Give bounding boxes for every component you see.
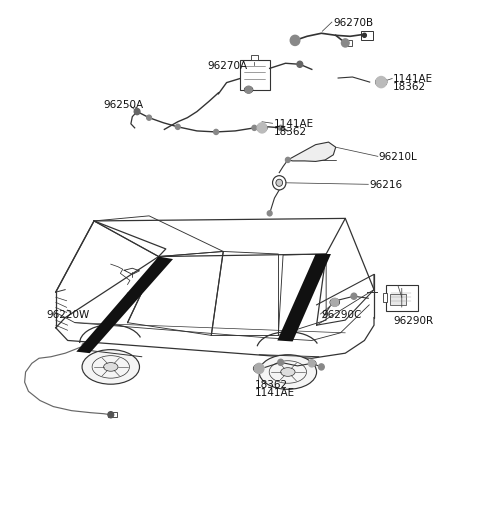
Circle shape <box>175 125 180 130</box>
Circle shape <box>82 344 87 348</box>
Circle shape <box>273 176 286 190</box>
Circle shape <box>267 211 272 216</box>
Bar <box>108 412 117 417</box>
Circle shape <box>278 126 283 131</box>
Text: 18362: 18362 <box>393 81 426 92</box>
Ellipse shape <box>253 364 265 373</box>
Circle shape <box>108 412 114 418</box>
Text: 1141AE: 1141AE <box>254 387 295 398</box>
Circle shape <box>286 158 290 163</box>
Text: 96250A: 96250A <box>104 100 144 110</box>
Ellipse shape <box>244 87 253 94</box>
Circle shape <box>278 359 284 365</box>
Bar <box>360 32 372 41</box>
Circle shape <box>362 34 366 38</box>
Text: 96210L: 96210L <box>379 152 418 162</box>
Circle shape <box>341 40 349 48</box>
Circle shape <box>309 360 315 367</box>
Bar <box>343 41 351 47</box>
Bar <box>383 294 387 303</box>
Ellipse shape <box>82 350 140 384</box>
Bar <box>251 56 258 61</box>
Circle shape <box>214 130 218 135</box>
Circle shape <box>376 77 386 89</box>
Bar <box>240 61 270 91</box>
Circle shape <box>254 363 264 374</box>
Circle shape <box>252 126 257 131</box>
Circle shape <box>245 87 252 94</box>
Text: 18362: 18362 <box>254 379 288 389</box>
Circle shape <box>147 116 152 121</box>
Circle shape <box>297 62 303 68</box>
Ellipse shape <box>375 78 387 88</box>
Ellipse shape <box>330 299 339 306</box>
Circle shape <box>257 124 267 134</box>
Ellipse shape <box>257 125 267 133</box>
Circle shape <box>290 36 300 46</box>
Text: 96270B: 96270B <box>333 17 373 27</box>
Ellipse shape <box>259 355 317 389</box>
Bar <box>390 294 406 305</box>
Circle shape <box>319 364 324 370</box>
Polygon shape <box>76 257 173 353</box>
Circle shape <box>331 299 338 307</box>
Text: 18362: 18362 <box>274 127 307 137</box>
Text: 96290R: 96290R <box>393 316 433 325</box>
Polygon shape <box>277 254 331 342</box>
Ellipse shape <box>104 363 118 372</box>
Polygon shape <box>288 143 336 162</box>
Circle shape <box>351 294 357 300</box>
Circle shape <box>276 180 283 187</box>
Circle shape <box>134 109 140 116</box>
Text: 96216: 96216 <box>369 180 402 190</box>
Text: 96220W: 96220W <box>46 309 89 319</box>
Bar <box>386 286 418 312</box>
Text: 1141AE: 1141AE <box>274 119 313 129</box>
Text: 96270A: 96270A <box>207 61 248 71</box>
Text: 96290C: 96290C <box>322 309 362 319</box>
Text: 1141AE: 1141AE <box>393 73 433 83</box>
Ellipse shape <box>308 360 316 367</box>
Ellipse shape <box>281 368 295 377</box>
